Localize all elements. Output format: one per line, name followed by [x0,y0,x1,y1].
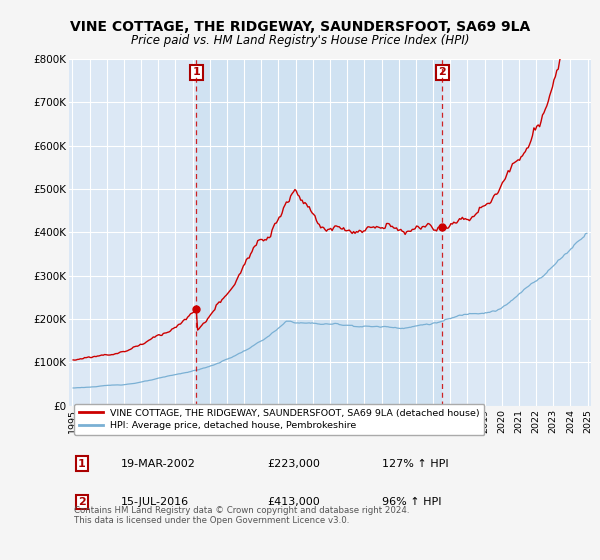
Text: 1: 1 [78,459,86,469]
Text: 19-MAR-2002: 19-MAR-2002 [121,459,196,469]
Bar [196,59,442,406]
Text: £223,000: £223,000 [268,459,320,469]
Text: 2: 2 [78,497,86,507]
Text: 127% ↑ HPI: 127% ↑ HPI [382,459,449,469]
Text: VINE COTTAGE, THE RIDGEWAY, SAUNDERSFOOT, SA69 9LA: VINE COTTAGE, THE RIDGEWAY, SAUNDERSFOOT… [70,20,530,34]
Text: 2: 2 [439,67,446,77]
Text: £413,000: £413,000 [268,497,320,507]
Text: 15-JUL-2016: 15-JUL-2016 [121,497,190,507]
Text: 96% ↑ HPI: 96% ↑ HPI [382,497,442,507]
Text: Price paid vs. HM Land Registry's House Price Index (HPI): Price paid vs. HM Land Registry's House … [131,34,469,46]
Text: Contains HM Land Registry data © Crown copyright and database right 2024.
This d: Contains HM Land Registry data © Crown c… [74,506,410,525]
Legend: VINE COTTAGE, THE RIDGEWAY, SAUNDERSFOOT, SA69 9LA (detached house), HPI: Averag: VINE COTTAGE, THE RIDGEWAY, SAUNDERSFOOT… [74,404,484,435]
Text: 1: 1 [193,67,200,77]
